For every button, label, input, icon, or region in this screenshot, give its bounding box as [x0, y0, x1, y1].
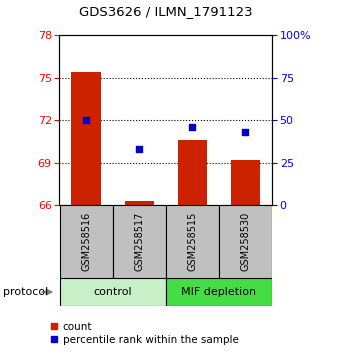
Point	[136, 147, 142, 152]
Bar	[59, 278, 166, 306]
Text: GSM258530: GSM258530	[240, 212, 251, 271]
Bar	[166, 205, 219, 278]
Text: GSM258517: GSM258517	[134, 212, 144, 271]
Bar	[178, 140, 207, 205]
Text: GSM258515: GSM258515	[187, 212, 197, 271]
Bar	[113, 205, 166, 278]
Point	[190, 124, 195, 130]
Bar	[166, 278, 272, 306]
Text: MIF depletion: MIF depletion	[181, 287, 256, 297]
Text: control: control	[93, 287, 132, 297]
Bar	[59, 205, 113, 278]
Bar	[219, 205, 272, 278]
Text: GDS3626 / ILMN_1791123: GDS3626 / ILMN_1791123	[79, 5, 253, 18]
Bar	[71, 72, 101, 205]
Text: protocol: protocol	[3, 287, 49, 297]
Legend: count, percentile rank within the sample: count, percentile rank within the sample	[46, 317, 243, 349]
Bar	[124, 201, 154, 205]
Bar	[231, 160, 260, 205]
Point	[243, 130, 248, 135]
Text: GSM258516: GSM258516	[81, 212, 91, 271]
Point	[83, 118, 89, 123]
